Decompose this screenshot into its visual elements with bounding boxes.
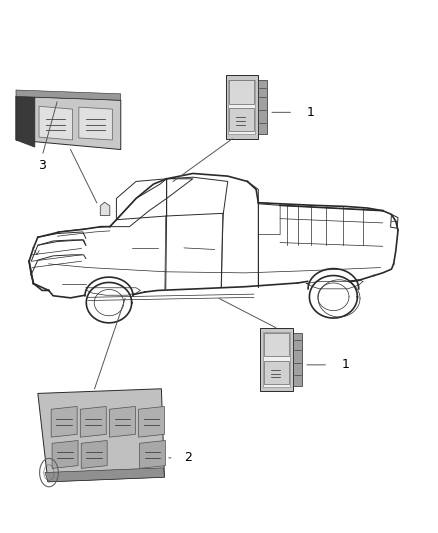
Polygon shape	[229, 80, 254, 104]
Text: 3: 3	[38, 159, 46, 172]
Polygon shape	[228, 79, 255, 134]
Polygon shape	[100, 202, 110, 215]
Polygon shape	[226, 75, 258, 139]
Polygon shape	[52, 440, 78, 469]
Polygon shape	[45, 468, 164, 482]
Polygon shape	[139, 440, 166, 469]
Polygon shape	[264, 333, 289, 357]
Polygon shape	[264, 361, 289, 384]
Polygon shape	[293, 333, 302, 386]
Polygon shape	[51, 407, 77, 437]
Polygon shape	[16, 90, 121, 100]
Polygon shape	[38, 389, 164, 482]
Polygon shape	[79, 107, 113, 140]
Polygon shape	[81, 440, 107, 469]
Polygon shape	[80, 407, 106, 437]
Polygon shape	[229, 108, 254, 131]
Text: 1: 1	[341, 358, 349, 372]
Polygon shape	[110, 407, 135, 437]
Polygon shape	[16, 96, 121, 150]
Polygon shape	[261, 328, 293, 391]
Polygon shape	[263, 332, 290, 387]
Text: 1: 1	[306, 106, 314, 119]
Polygon shape	[39, 106, 73, 140]
Polygon shape	[258, 80, 267, 134]
Polygon shape	[138, 407, 165, 437]
Polygon shape	[16, 96, 35, 147]
Text: 2: 2	[184, 451, 192, 464]
